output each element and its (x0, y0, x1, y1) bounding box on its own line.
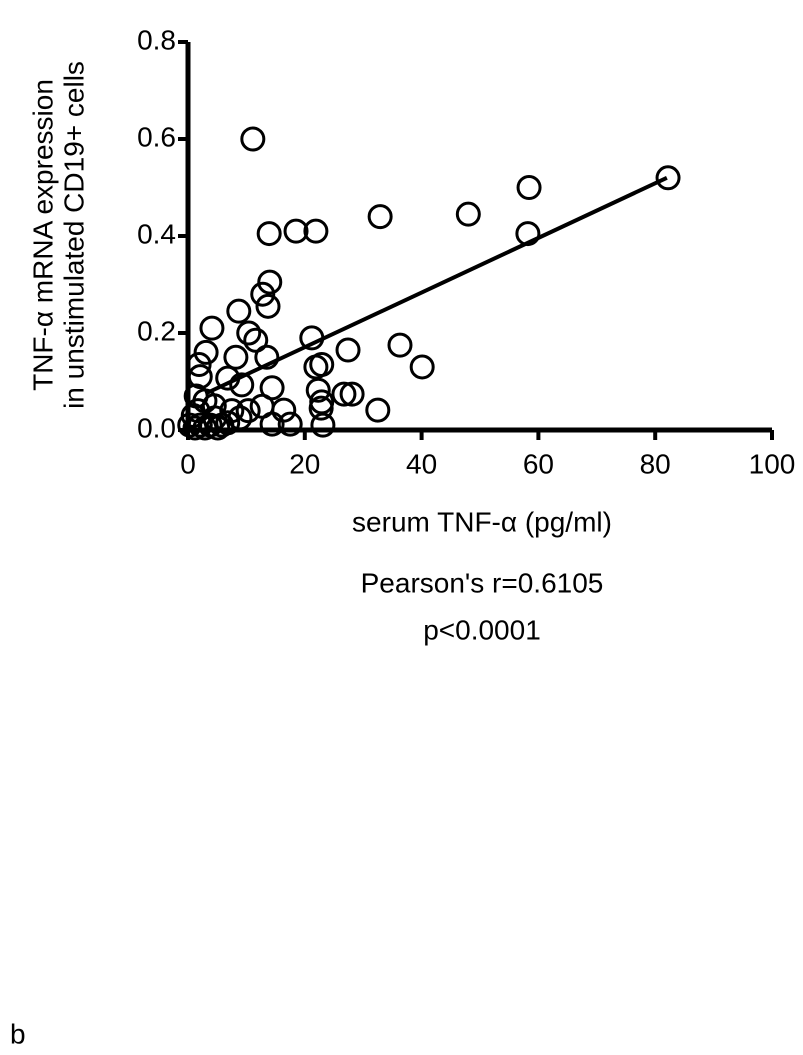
point (243, 327, 269, 353)
y-axis-title: in unstimulated CD19+ cells (58, 61, 89, 409)
point (236, 320, 262, 346)
x-tick-label: 80 (640, 448, 671, 479)
y-axis-title: TNF-α mRNA expression (27, 79, 58, 391)
point (367, 204, 393, 230)
y-title: TNF-α mRNA expression in unstimulated CD… (27, 61, 89, 409)
point (331, 381, 357, 407)
y-tick-label: 0.2 (137, 315, 176, 346)
point (305, 377, 331, 403)
point (255, 293, 281, 319)
annotation: Pearson's r=0.6105 (361, 567, 604, 598)
point (254, 344, 280, 370)
x-axis-title: serum TNF-α (pg/ml) (352, 506, 612, 537)
point (339, 381, 365, 407)
point (229, 372, 255, 398)
point (259, 411, 285, 437)
point (192, 415, 218, 441)
y-tick-label: 0.0 (137, 412, 176, 443)
point (455, 201, 481, 227)
panel-label: b (10, 1018, 26, 1049)
point (303, 218, 329, 244)
x-tick-label: 100 (749, 448, 796, 479)
point (283, 218, 309, 244)
point (308, 395, 334, 421)
x-tick-label: 60 (523, 448, 554, 479)
annotation: p<0.0001 (423, 614, 541, 645)
point (250, 281, 276, 307)
point (310, 412, 336, 438)
x-tick-label: 20 (289, 448, 320, 479)
y-tick-label: 0.8 (137, 24, 176, 55)
point (516, 175, 542, 200)
point (199, 315, 225, 341)
point (186, 352, 212, 378)
point (655, 165, 681, 191)
point (271, 397, 297, 423)
point (226, 298, 252, 324)
point (387, 332, 413, 358)
point (256, 221, 282, 247)
point (257, 269, 283, 295)
fit-line (204, 175, 668, 396)
point (193, 339, 219, 365)
point (215, 410, 241, 436)
y-tick-label: 0.4 (137, 218, 176, 249)
point (409, 354, 435, 380)
point (223, 344, 249, 370)
point (183, 383, 209, 409)
point (187, 364, 213, 390)
x-tick-label: 40 (406, 448, 437, 479)
point (303, 354, 329, 380)
point (277, 411, 303, 437)
point (235, 398, 261, 424)
point (365, 397, 391, 423)
y-tick-label: 0.6 (137, 121, 176, 152)
x-tick-label: 0 (180, 448, 196, 479)
point (227, 405, 253, 431)
point (240, 126, 266, 152)
point (335, 337, 361, 363)
